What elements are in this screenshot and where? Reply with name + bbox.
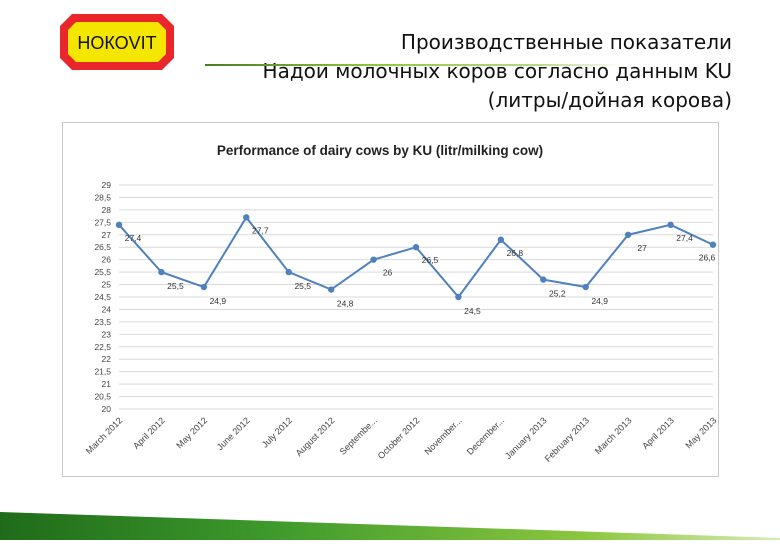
x-tick-label: February 2013 — [543, 415, 591, 463]
data-point — [200, 283, 208, 291]
data-label: 27,4 — [125, 233, 142, 243]
x-tick-label: May 2012 — [174, 415, 209, 450]
x-tick-label: August 2012 — [294, 415, 337, 458]
data-label: 24,5 — [464, 306, 481, 316]
data-point — [285, 268, 292, 276]
data-point — [370, 256, 377, 263]
data-label: 26 — [383, 268, 393, 278]
data-label: 25,2 — [549, 289, 566, 299]
y-tick-label: 21 — [102, 379, 112, 389]
x-tick-label: December... — [465, 415, 506, 456]
x-tick-label: March 2013 — [593, 415, 634, 456]
data-label: 25,5 — [167, 281, 184, 291]
data-label: 27,7 — [252, 225, 269, 235]
y-tick-label: 27,5 — [94, 217, 111, 227]
data-label: 26,6 — [699, 253, 716, 263]
data-label: 24,9 — [591, 296, 608, 306]
data-point — [243, 214, 250, 221]
header-divider — [205, 64, 625, 66]
data-point — [455, 293, 462, 301]
company-logo: НОКОVIT — [58, 12, 176, 72]
y-axis-ticks: 29 28,5 28 27,5 27 26,5 26 25,5 25 24,5 24 23,5 23 22… — [94, 180, 111, 414]
data-label: 26,5 — [422, 255, 439, 265]
x-tick-label: May 2013 — [683, 415, 718, 450]
x-tick-label: June 2012 — [215, 415, 252, 452]
y-tick-label: 29 — [102, 180, 112, 190]
series-markers — [115, 214, 717, 301]
data-point — [667, 221, 674, 229]
y-tick-label: 25 — [102, 280, 112, 290]
footer-green-band — [0, 492, 780, 540]
x-tick-label: January 2013 — [503, 415, 549, 461]
x-tick-label: November... — [422, 415, 463, 456]
x-tick-label: Septembe... — [338, 415, 379, 456]
data-point — [497, 236, 505, 243]
data-point — [624, 231, 632, 238]
y-tick-label: 26 — [102, 255, 112, 265]
line-chart: Performance of dairy cows by KU (litr/mi… — [84, 143, 718, 464]
y-tick-label: 21,5 — [94, 367, 111, 377]
chart-frame: Performance of dairy cows by KU (litr/mi… — [62, 122, 719, 477]
data-labels: 27,4 25,5 24,9 27,7 25,5 24,8 26 26,5 24,5 26,8 25… — [125, 225, 716, 316]
y-tick-label: 22 — [102, 354, 112, 364]
data-point — [412, 244, 420, 251]
x-tick-label: March 2012 — [84, 415, 125, 456]
data-point — [540, 276, 547, 283]
y-tick-label: 25,5 — [94, 267, 111, 277]
data-point — [327, 286, 335, 293]
y-tick-label: 23 — [102, 329, 112, 339]
chart-title: Performance of dairy cows by KU (litr/mi… — [217, 143, 543, 158]
y-tick-label: 27 — [102, 230, 112, 240]
x-tick-label: April 2012 — [131, 415, 167, 451]
data-label: 26,8 — [507, 248, 524, 258]
data-label: 24,9 — [210, 296, 227, 306]
y-tick-label: 26,5 — [94, 242, 111, 252]
x-tick-label: April 2013 — [640, 415, 676, 451]
y-tick-label: 28,5 — [94, 192, 111, 202]
data-label: 24,8 — [337, 299, 354, 309]
y-tick-label: 23,5 — [94, 317, 111, 327]
logo-text: НОКОVIT — [77, 33, 156, 53]
y-tick-label: 20 — [102, 404, 112, 414]
data-point — [582, 283, 589, 291]
data-label: 27 — [637, 243, 647, 253]
title-line-2: Надои молочных коров согласно данным KU — [262, 59, 732, 83]
page-title: Производственные показатели Надои молочн… — [172, 28, 732, 115]
x-tick-label: July 2012 — [260, 415, 294, 449]
data-point — [158, 268, 165, 276]
data-point — [709, 241, 717, 248]
grid-lines — [119, 184, 713, 410]
y-tick-label: 24,5 — [94, 292, 111, 302]
x-axis-ticks: March 2012 April 2012 May 2012 June 2012 Jul… — [84, 415, 718, 463]
title-line-3: (литры/дойная корова) — [487, 88, 732, 112]
y-tick-label: 28 — [102, 205, 112, 215]
x-tick-label: October 2012 — [376, 415, 422, 461]
y-tick-label: 22,5 — [94, 342, 111, 352]
data-label: 27,4 — [676, 233, 693, 243]
y-tick-label: 20,5 — [94, 392, 111, 402]
data-label: 25,5 — [294, 281, 311, 291]
data-point — [115, 221, 123, 229]
y-tick-label: 24 — [102, 304, 112, 314]
title-line-1: Производственные показатели — [400, 30, 732, 54]
